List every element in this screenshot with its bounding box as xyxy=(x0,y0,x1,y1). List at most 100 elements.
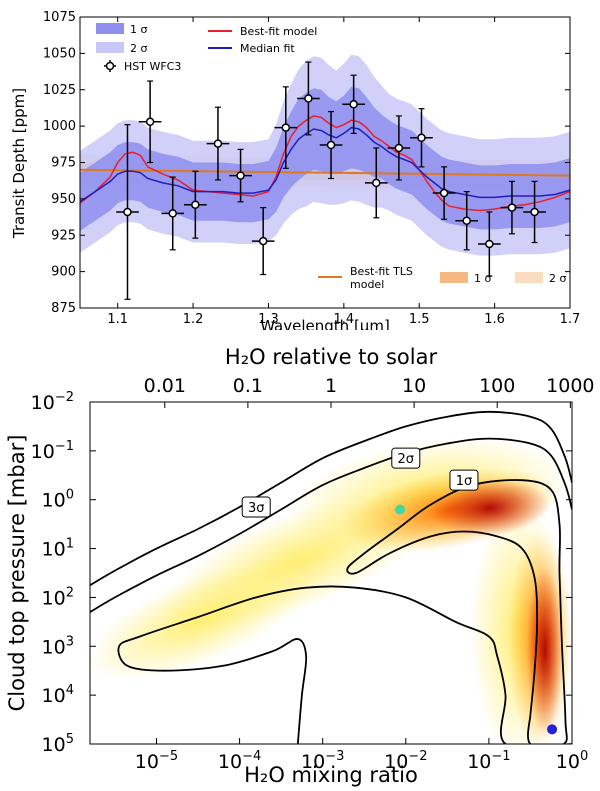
fit-markers xyxy=(394,504,558,735)
top-y-tick-label: 925 xyxy=(51,228,76,243)
fit-marker-alternative xyxy=(547,724,558,735)
legend-hst-marker xyxy=(104,60,116,72)
hst-marker xyxy=(168,209,177,218)
top-y-tick-label: 1050 xyxy=(43,46,76,61)
bottom-y-tick-label: 100 xyxy=(42,488,74,512)
hst-data-point xyxy=(229,148,252,203)
hst-marker xyxy=(213,139,223,148)
hst-data-point xyxy=(342,74,365,134)
hst-data-point xyxy=(319,110,343,180)
top-x-tick-label: 1.2 xyxy=(183,312,204,327)
contour-3sigma xyxy=(90,410,572,586)
upper-legend: 1 σ 2 σ HST WFC3 Best-fit model Median f… xyxy=(96,23,317,73)
top-y-tick-label: 1025 xyxy=(43,83,76,98)
legend-median-label: Median fit xyxy=(240,42,295,55)
legend-2sigma-label: 2 σ xyxy=(130,42,147,55)
bottom-x-tick-label: 10−4 xyxy=(218,749,261,773)
bottom-y-tick-label: 105 xyxy=(42,732,74,756)
bottom-x-tick-label: 10−2 xyxy=(384,749,427,773)
contour-label: 3σ xyxy=(241,496,271,518)
hst-marker xyxy=(123,207,132,217)
lower-legend: Best-fit TLS model 1 σ 2 σ xyxy=(318,265,566,291)
bottom-x-tick-label: 10−5 xyxy=(135,749,178,773)
bottom-x-tick-label: 100 xyxy=(556,749,588,773)
bottom-x-tick-label: 10−3 xyxy=(301,749,344,773)
top-y-tick-label: 1000 xyxy=(43,119,76,134)
hst-marker xyxy=(236,171,245,180)
bottom-y-tick-label: 10−1 xyxy=(31,439,74,463)
hst-data-point xyxy=(387,115,411,181)
hst-data-point xyxy=(251,207,275,276)
hst-marker xyxy=(304,94,313,103)
hst-marker xyxy=(439,188,449,198)
bottom-y-tick-label: 101 xyxy=(42,537,74,561)
hst-data-point xyxy=(455,191,479,251)
hst-data-point xyxy=(478,211,501,277)
hst-marker xyxy=(372,178,381,188)
hst-marker xyxy=(349,100,358,109)
top-y-tick-label: 950 xyxy=(51,192,76,207)
top-secondary-tick-label: 0.1 xyxy=(233,375,263,397)
top-secondary-tick-label: 0.01 xyxy=(144,375,186,397)
hst-data-point xyxy=(297,61,320,136)
contour-label: 1σ xyxy=(449,469,479,491)
legend-tls-2sigma-label: 2 σ xyxy=(549,272,566,285)
hst-marker xyxy=(485,239,494,249)
top-x-tick-label: 1.1 xyxy=(107,312,128,327)
median-fit-line xyxy=(79,126,571,203)
legend-tls-label: Best-fit TLS xyxy=(350,265,413,278)
bottom-y-tick-label: 103 xyxy=(42,634,74,658)
legend-hst-label: HST WFC3 xyxy=(124,60,181,73)
top-secondary-axis-label: H₂O relative to solar xyxy=(225,345,438,369)
contour-labels: 1σ 2σ 3σ xyxy=(241,447,479,518)
cloud-pressure-heatmap: 10−5 10−4 10−3 10−2 10−1 10010−210−1100101102… xyxy=(5,345,595,787)
hst-marker xyxy=(281,123,291,132)
hst-marker xyxy=(507,203,517,212)
hst-data-point xyxy=(138,80,162,164)
hst-marker xyxy=(462,216,471,225)
model-lines xyxy=(79,115,571,212)
bottom-y-tick-label: 102 xyxy=(42,585,74,609)
legend-tls-1sigma-label: 1 σ xyxy=(474,272,491,285)
transit-spectrum-chart: 1.1 1.2 1.3 1.4 1.5 1.6 1.7 875 900 925 950 975 1000… xyxy=(10,10,580,330)
best-fit-model-line xyxy=(79,115,571,212)
contour-1sigma xyxy=(346,479,568,744)
hst-marker xyxy=(530,207,539,217)
bottom-x-tick-label: 10−1 xyxy=(467,749,510,773)
hst-marker xyxy=(145,117,155,127)
confidence-contours xyxy=(90,410,572,744)
contour-label-box xyxy=(241,496,271,518)
top-secondary-tick-label: 10 xyxy=(402,375,426,397)
top-x-tick-label: 1.6 xyxy=(484,312,505,327)
tls-model-line xyxy=(79,168,571,177)
legend-1sigma-swatch xyxy=(96,23,124,34)
contour-2sigma-upper xyxy=(90,437,572,613)
contour-label-box xyxy=(449,469,479,491)
top-secondary-tick-label: 100 xyxy=(479,375,515,397)
top-y-axis-label: Transit Depth [ppm] xyxy=(10,88,28,239)
top-secondary-tick-label: 1000 xyxy=(546,375,594,397)
top-y-tick-label: 975 xyxy=(51,156,76,171)
hst-data-point xyxy=(206,106,230,181)
top-x-tick-label: 1.5 xyxy=(409,312,430,327)
legend-tls-label-2: model xyxy=(350,278,384,291)
top-y-tick-label: 875 xyxy=(51,301,76,316)
top-secondary-tick-label: 1 xyxy=(325,375,337,397)
hst-marker xyxy=(191,200,200,209)
model-bands xyxy=(80,54,570,256)
hst-data-point xyxy=(410,108,433,168)
bottom-y-tick-label: 104 xyxy=(42,683,74,707)
legend-2sigma-swatch xyxy=(96,42,124,53)
bottom-y-axis-label: Cloud top pressure [mbar] xyxy=(5,435,29,712)
hst-marker xyxy=(417,133,426,143)
hst-data-point xyxy=(161,176,185,251)
contour-label-text: 2σ xyxy=(398,452,415,467)
top-x-axis-label: Wavelength [μm] xyxy=(260,317,390,330)
top-y-tick-label: 1075 xyxy=(43,10,76,25)
hst-data-point xyxy=(500,180,524,235)
legend-best-fit-label: Best-fit model xyxy=(240,25,317,38)
top-axis-ticks: 1.1 1.2 1.3 1.4 1.5 1.6 1.7 875 900 925 950 975 1000… xyxy=(43,10,580,327)
bottom-x-axis-label: H₂O mixing ratio xyxy=(244,763,418,787)
hst-data-point xyxy=(274,86,298,169)
hst-data-point xyxy=(432,166,456,220)
